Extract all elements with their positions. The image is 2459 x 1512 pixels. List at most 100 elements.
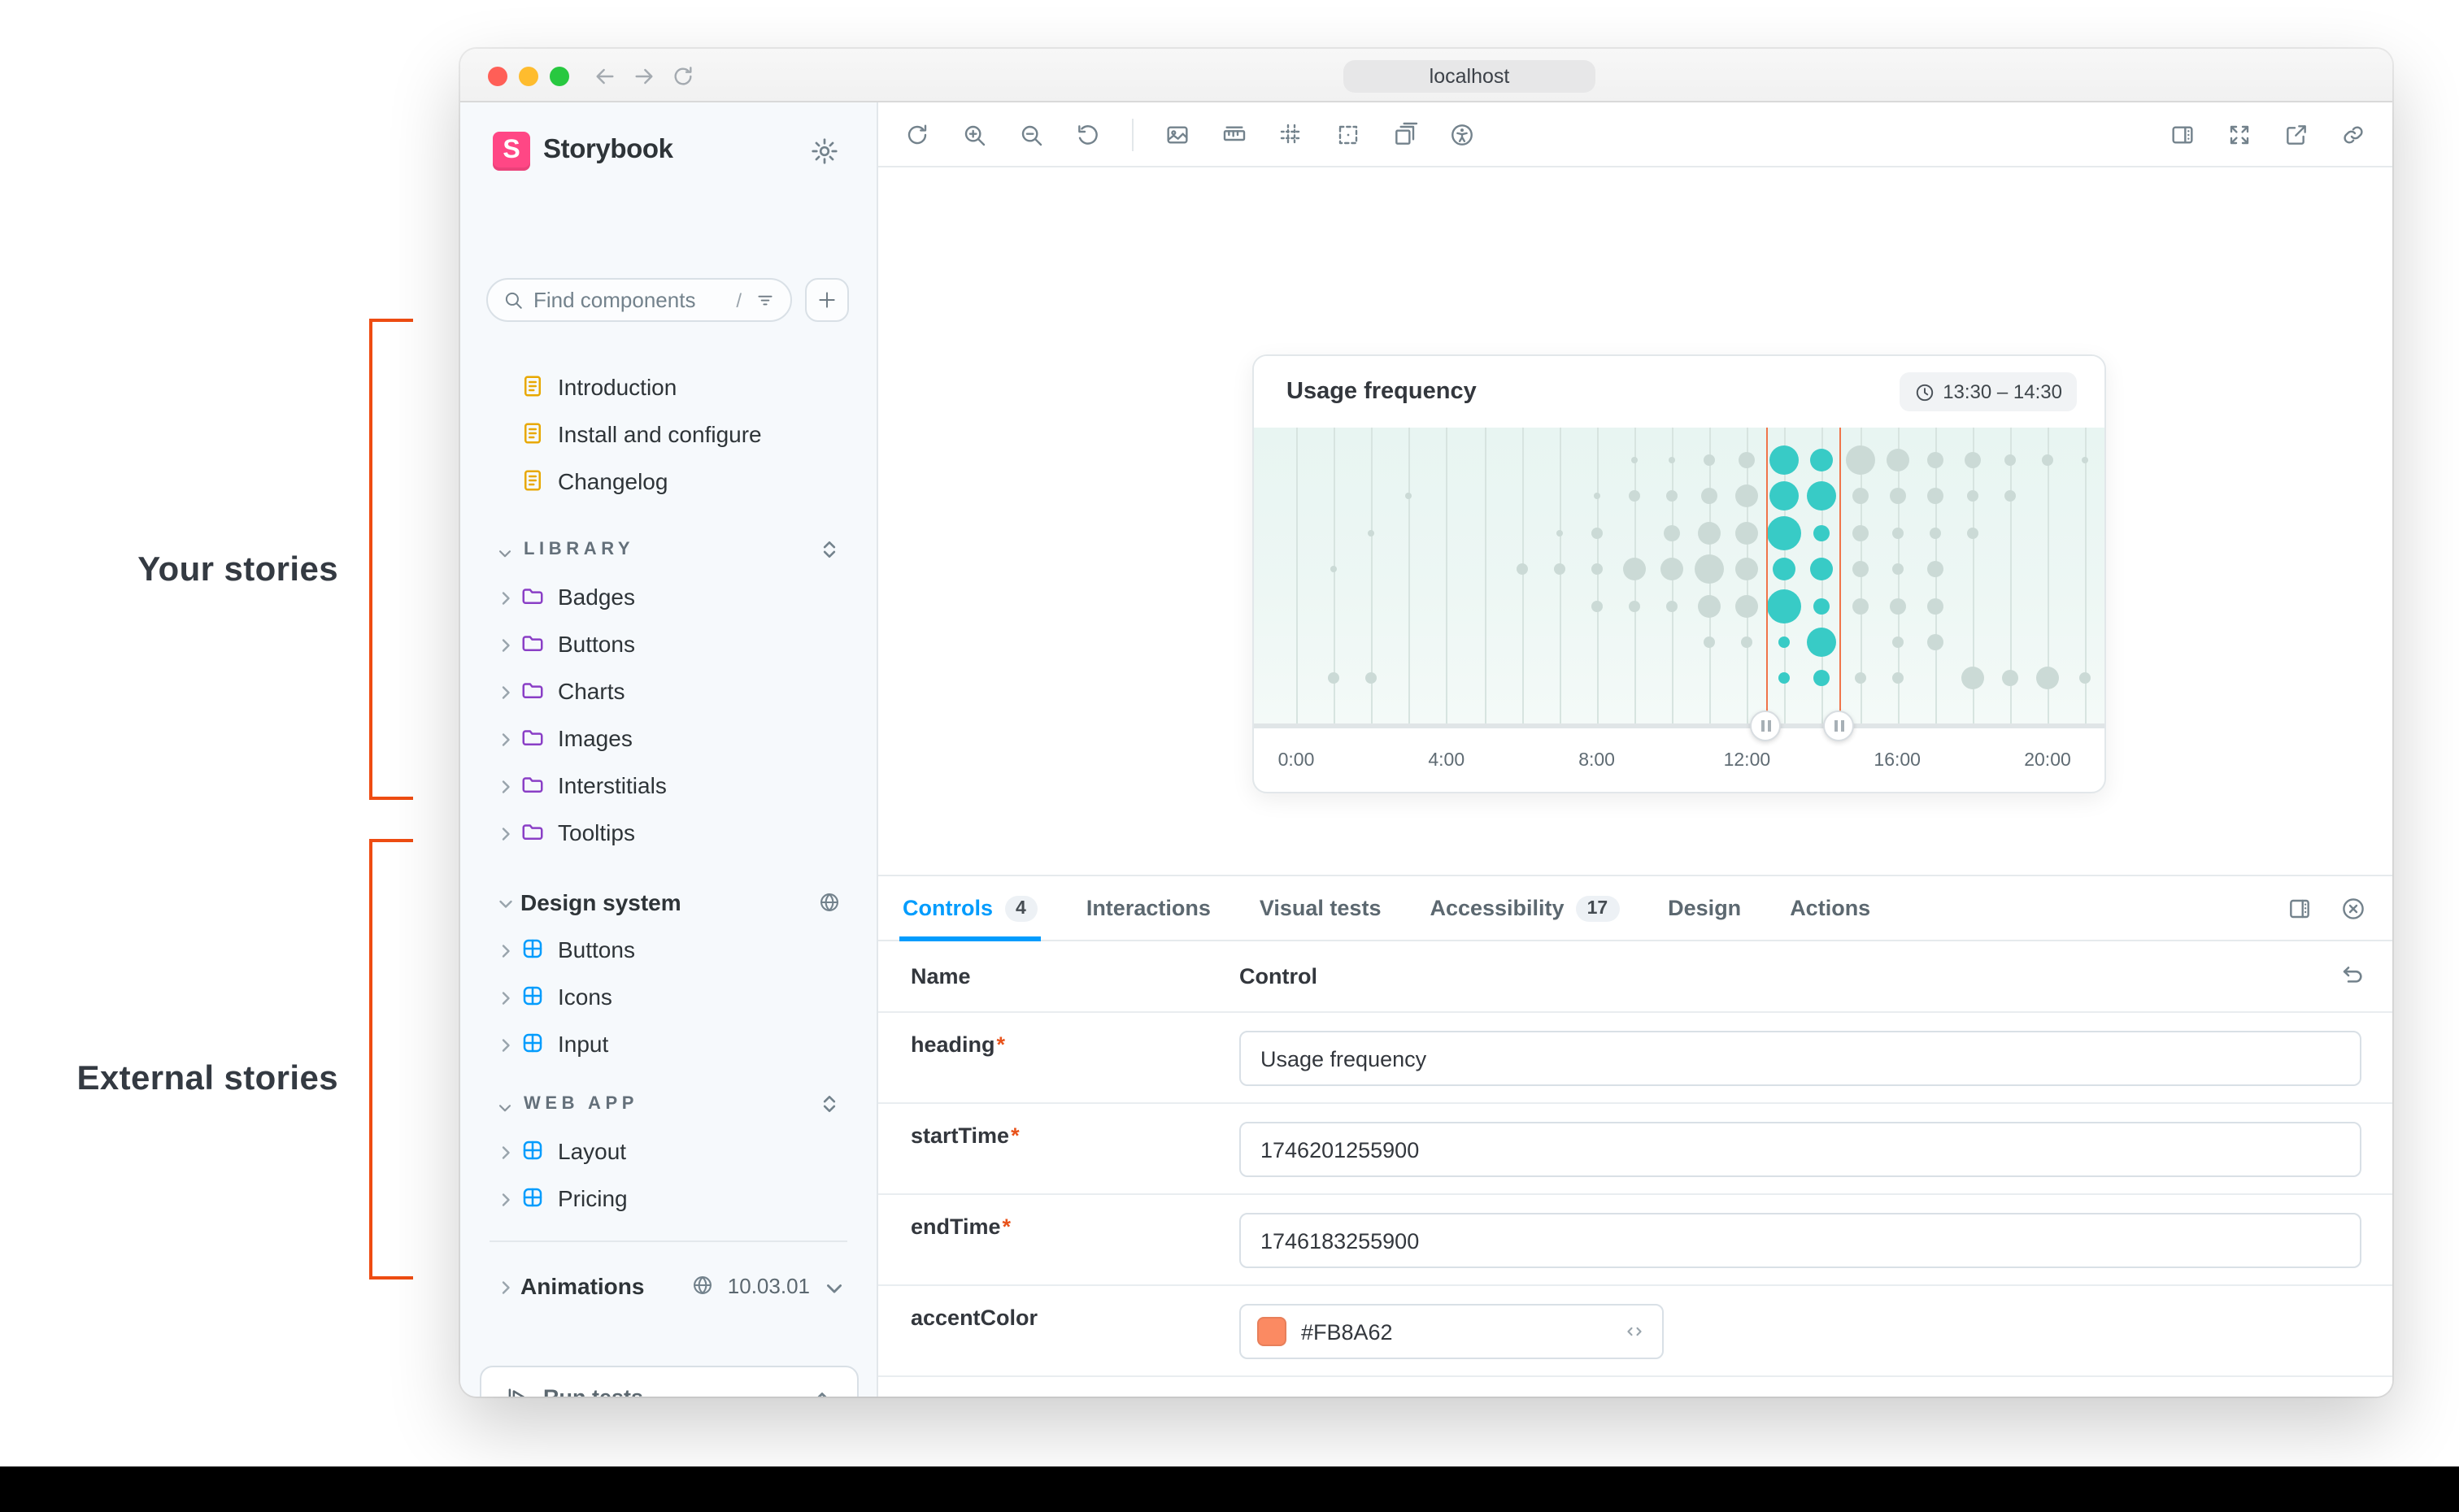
tab-visual-tests[interactable]: Visual tests [1260, 876, 1382, 940]
bubble [1698, 594, 1721, 618]
globe-icon[interactable] [692, 1274, 715, 1297]
required-asterisk: * [1002, 1214, 1012, 1239]
bottom-panel-button[interactable] [2287, 896, 2313, 922]
controls-table-header: Name Control [878, 941, 2392, 1013]
browser-reload-button[interactable] [668, 62, 698, 91]
search-icon [503, 289, 524, 311]
grid-button[interactable] [1278, 121, 1304, 147]
endTime-input[interactable] [1239, 1213, 2361, 1268]
bubble [1852, 488, 1868, 505]
panel-right-button[interactable] [2170, 121, 2196, 147]
search-input[interactable]: Find components / [486, 278, 792, 322]
control-name: accentColor [911, 1306, 1038, 1330]
code-icon[interactable] [1623, 1320, 1646, 1343]
startTime-input[interactable] [1239, 1122, 2361, 1177]
sidebar-item-images[interactable]: Images [460, 714, 877, 761]
outline-button[interactable] [1335, 121, 1361, 147]
bubble [2042, 454, 2053, 466]
sidebar-item-icons[interactable]: Icons [460, 972, 877, 1019]
accessibility-button[interactable] [1449, 121, 1475, 147]
folder-icon [520, 725, 545, 749]
gridline [1559, 428, 1561, 725]
bubble [1368, 529, 1375, 537]
sidebar-section-library[interactable]: LIBRARY [460, 527, 877, 572]
run-tests-button[interactable]: Run tests [480, 1366, 859, 1397]
sidebar-item-input[interactable]: Input [460, 1019, 877, 1067]
tab-design[interactable]: Design [1668, 876, 1741, 940]
external-link-button[interactable] [2283, 121, 2309, 147]
sidebar-item-buttons[interactable]: Buttons [460, 925, 877, 972]
bubble [1365, 672, 1377, 684]
zoom-reset-button[interactable] [1075, 121, 1101, 147]
sidebar-item-pricing[interactable]: Pricing [460, 1174, 877, 1221]
tab-actions[interactable]: Actions [1790, 876, 1870, 940]
create-story-button[interactable] [805, 278, 849, 322]
background-button[interactable] [1164, 121, 1190, 147]
link-button[interactable] [2340, 121, 2366, 147]
fullscreen-button[interactable] [2226, 121, 2252, 147]
axis-tick-label: 4:00 [1428, 751, 1465, 771]
sidebar-item-badges[interactable]: Badges [460, 572, 877, 619]
bubble [1666, 490, 1678, 502]
close-circle-icon [2340, 896, 2366, 922]
sidebar-item-animations[interactable]: Animations 10.03.01 [460, 1262, 877, 1309]
minimize-window-button[interactable] [519, 66, 538, 85]
chevron-down-icon [496, 544, 514, 562]
zoom-window-button[interactable] [550, 66, 569, 85]
close-window-button[interactable] [488, 66, 507, 85]
globe-icon[interactable] [818, 890, 841, 913]
sidebar-item-tooltips[interactable]: Tooltips [460, 808, 877, 855]
range-handle-start[interactable] [1750, 710, 1782, 741]
axis-tick-label: 12:00 [1723, 751, 1771, 771]
copies-button[interactable] [1392, 121, 1418, 147]
sidebar-tree: Introduction Install and configure Changel… [460, 363, 877, 1309]
sidebar-item-interstitials[interactable]: Interstitials [460, 761, 877, 808]
funnel-icon[interactable] [755, 289, 776, 311]
link-icon [2340, 121, 2366, 147]
bubble [1929, 527, 1941, 539]
accentColor-color-control[interactable]: #FB8A62 [1239, 1304, 1664, 1359]
remount-button[interactable] [904, 121, 930, 147]
gear-icon[interactable] [810, 137, 839, 166]
background-icon [1164, 121, 1190, 147]
tab-accessibility[interactable]: Accessibility 17 [1430, 876, 1620, 940]
chevron-up-icon[interactable] [810, 1384, 834, 1397]
expand-collapse-icon[interactable] [818, 1093, 841, 1115]
bubble [1591, 600, 1603, 612]
close-circle-button[interactable] [2340, 896, 2366, 922]
tab-controls[interactable]: Controls 4 [899, 876, 1041, 941]
zoom-out-button[interactable] [1018, 121, 1044, 147]
sidebar-item-design-system[interactable]: Design system [460, 878, 877, 925]
ref-version[interactable]: 10.03.01 [727, 1273, 810, 1297]
bubble [1666, 600, 1678, 612]
bottom-panel-icon [2287, 896, 2313, 922]
tab-interactions[interactable]: Interactions [1086, 876, 1211, 940]
expand-collapse-icon[interactable] [818, 538, 841, 561]
chevron-right-icon [496, 635, 516, 654]
time-range-badge: 13:30 – 14:30 [1899, 372, 2077, 411]
range-handle-end[interactable] [1823, 710, 1855, 741]
color-swatch[interactable] [1257, 1317, 1286, 1346]
axis-tick-label: 16:00 [1874, 751, 1921, 771]
address-bar[interactable]: localhost [1343, 59, 1595, 92]
sidebar-item-introduction[interactable]: Introduction [460, 363, 877, 410]
heading-input[interactable] [1239, 1031, 2361, 1086]
bubble-highlighted [1778, 672, 1791, 684]
reset-controls-button[interactable] [2339, 962, 2366, 990]
chart-title: Usage frequency [1286, 379, 1477, 405]
browser-forward-button[interactable] [629, 62, 659, 91]
browser-back-button[interactable] [590, 62, 620, 91]
sidebar-item-changelog[interactable]: Changelog [460, 457, 877, 504]
zoom-in-button[interactable] [961, 121, 987, 147]
sidebar-item-install-and-configure[interactable]: Install and configure [460, 410, 877, 457]
bubble [1701, 488, 1718, 505]
main-area: Usage frequency 13:30 – 14:30 0:00 4:00 8:… [878, 102, 2392, 1397]
sidebar-item-charts[interactable]: Charts [460, 667, 877, 714]
sidebar-section-web-app[interactable]: WEB APP [460, 1081, 877, 1127]
clock-icon [1913, 381, 1935, 402]
measure-button[interactable] [1221, 121, 1247, 147]
sidebar-item-layout[interactable]: Layout [460, 1127, 877, 1174]
sidebar-item-buttons[interactable]: Buttons [460, 619, 877, 667]
bracket-your-stories [369, 319, 413, 800]
forward-icon [631, 63, 657, 89]
